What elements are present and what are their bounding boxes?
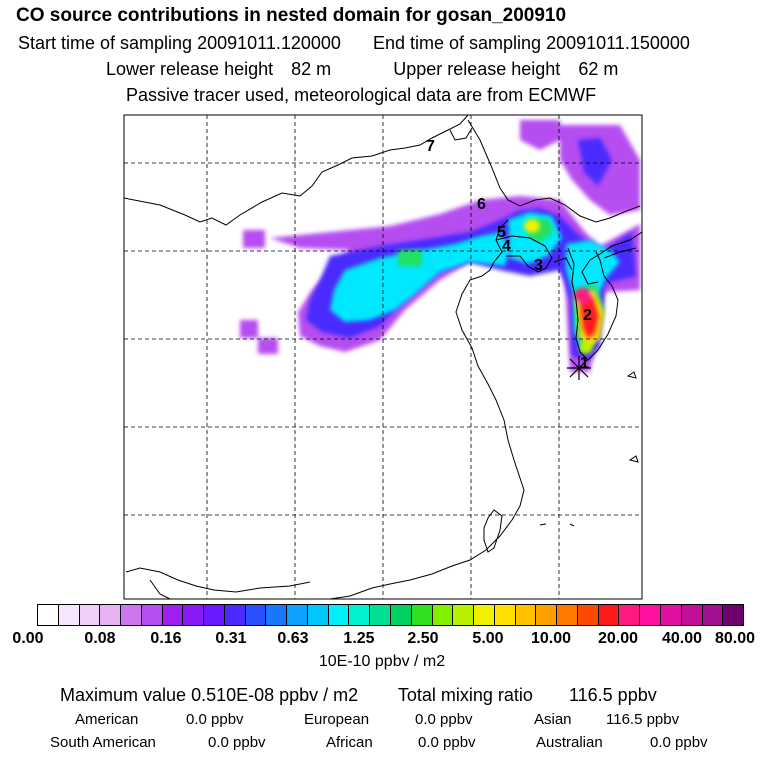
colorbar-tick: 0.00 bbox=[12, 630, 44, 647]
coastlines bbox=[124, 115, 642, 599]
colorbar-tick: 80.00 bbox=[714, 630, 756, 647]
max-value: 0.510E-08 ppbv / m2 bbox=[191, 685, 359, 705]
region-name: Australian bbox=[536, 734, 603, 751]
colorbar-swatch bbox=[328, 605, 350, 625]
colorbar-swatch bbox=[577, 605, 599, 625]
region-name: European bbox=[304, 711, 370, 728]
colorbar-swatch bbox=[557, 605, 578, 625]
colorbar-swatch bbox=[204, 605, 225, 625]
colorbar-swatch bbox=[702, 605, 724, 625]
colorbar-swatch bbox=[79, 605, 101, 625]
colorbar-swatch bbox=[536, 605, 558, 625]
end-value: 20091011.150000 bbox=[546, 33, 690, 53]
colorbar-swatch bbox=[453, 605, 475, 625]
colorbar-tick: 1.25 bbox=[343, 630, 375, 647]
colorbar-swatch bbox=[224, 605, 246, 625]
colorbar-swatch bbox=[141, 605, 163, 625]
colorbar-swatch bbox=[370, 605, 392, 625]
max-label: Maximum value bbox=[60, 685, 187, 705]
summary-line: Maximum value 0.510E-08 ppbv / m2 Total … bbox=[60, 685, 657, 706]
colorbar-swatch bbox=[598, 605, 620, 625]
colorbar-tick: 5.00 bbox=[472, 630, 504, 647]
colorbar-swatch bbox=[660, 605, 682, 625]
region-name: American bbox=[75, 711, 139, 728]
colorbar-swatch bbox=[266, 605, 288, 625]
colorbar-swatch bbox=[245, 605, 267, 625]
colorbar-swatch bbox=[287, 605, 308, 625]
gridlines bbox=[124, 115, 642, 599]
colorbar-swatch bbox=[307, 605, 329, 625]
colorbar-swatch bbox=[681, 605, 703, 625]
colorbar-swatch bbox=[723, 605, 744, 625]
colorbar-tick: 2.50 bbox=[407, 630, 439, 647]
lower-value: 82 m bbox=[291, 59, 332, 79]
start-value: 20091011.120000 bbox=[197, 33, 341, 53]
region-value: 0.0 ppbv bbox=[415, 711, 473, 728]
sampling-times: Start time of sampling 20091011.120000 E… bbox=[18, 33, 690, 54]
trajectory-marker-3: 3 bbox=[534, 257, 543, 274]
plume-hotspot bbox=[524, 219, 604, 354]
colorbar-swatch bbox=[121, 605, 142, 625]
colorbar-swatch bbox=[100, 605, 122, 625]
colorbar-tick: 0.16 bbox=[150, 630, 182, 647]
map-title: CO source contributions in nested domain… bbox=[16, 5, 567, 26]
trajectory-marker-1: 1 bbox=[580, 355, 589, 372]
colorbar-tick: 0.31 bbox=[215, 630, 247, 647]
region-value: 0.0 ppbv bbox=[650, 734, 708, 751]
lower-label: Lower release height bbox=[106, 59, 274, 79]
total-label: Total mixing ratio bbox=[397, 685, 533, 705]
start-label: Start time of sampling bbox=[18, 33, 193, 53]
trajectory-marker-5: 5 bbox=[497, 224, 506, 241]
colorbar-swatch bbox=[391, 605, 412, 625]
region-value: 116.5 ppbv bbox=[606, 711, 680, 728]
colorbar-swatch bbox=[619, 605, 641, 625]
region-value: 0.0 ppbv bbox=[418, 734, 476, 751]
colorbar-swatch bbox=[640, 605, 661, 625]
total-value: 116.5 ppbv bbox=[568, 685, 657, 705]
colorbar-tick: 0.08 bbox=[84, 630, 116, 647]
colorbar-swatch bbox=[58, 605, 80, 625]
colorbar-swatch bbox=[411, 605, 433, 625]
region-name: African bbox=[326, 734, 373, 751]
upper-label: Upper release height bbox=[393, 59, 561, 79]
trajectory-marker-7: 7 bbox=[426, 138, 435, 155]
colorbar-tick: 40.00 bbox=[661, 630, 703, 647]
region-name: Asian bbox=[534, 711, 572, 728]
region-value: 0.0 ppbv bbox=[208, 734, 266, 751]
colorbar-units: 10E-10 ppbv / m2 bbox=[318, 653, 446, 670]
colorbar-swatch bbox=[474, 605, 495, 625]
release-heights: Lower release height 82 m Upper release … bbox=[106, 59, 618, 80]
colorbar-swatch bbox=[515, 605, 537, 625]
asterisk-icon bbox=[567, 356, 591, 380]
colorbar-swatch bbox=[38, 605, 59, 625]
end-label: End time of sampling bbox=[372, 33, 542, 53]
colorbar-tick: 10.00 bbox=[530, 630, 572, 647]
upper-value: 62 m bbox=[578, 59, 619, 79]
colorbar-swatch bbox=[349, 605, 371, 625]
map-frame bbox=[123, 114, 643, 600]
tracer-note: Passive tracer used, meteorological data… bbox=[126, 85, 597, 105]
colorbar-swatch bbox=[183, 605, 205, 625]
colorbar-swatch bbox=[494, 605, 516, 625]
colorbar-tick: 20.00 bbox=[597, 630, 639, 647]
colorbar bbox=[37, 604, 744, 626]
colorbar-tick: 0.63 bbox=[277, 630, 309, 647]
trajectory-marker-6: 6 bbox=[477, 196, 486, 213]
colorbar-swatch bbox=[432, 605, 454, 625]
trajectory-marker-4: 4 bbox=[502, 238, 511, 255]
colorbar-swatch bbox=[162, 605, 184, 625]
region-value: 0.0 ppbv bbox=[186, 711, 244, 728]
trajectory-marker-2: 2 bbox=[583, 307, 592, 324]
region-name: South American bbox=[50, 734, 156, 751]
